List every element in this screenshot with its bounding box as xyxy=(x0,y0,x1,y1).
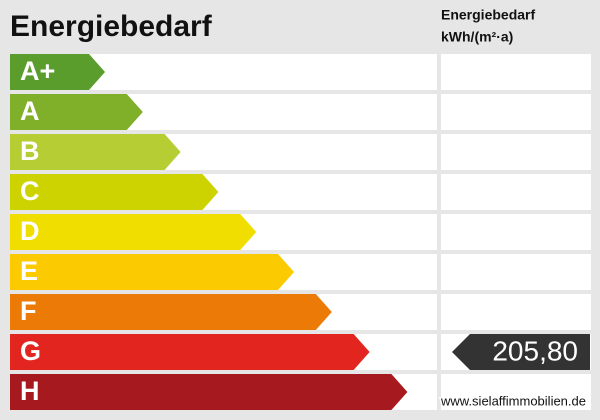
class-arrow xyxy=(10,54,105,90)
class-arrow xyxy=(10,294,332,330)
class-label: A+ xyxy=(20,56,55,86)
class-arrow xyxy=(10,134,181,170)
class-label: A xyxy=(20,96,40,126)
value-text: 205,80 xyxy=(492,335,578,366)
class-label: E xyxy=(20,256,38,286)
class-label: D xyxy=(20,216,40,246)
title: Energiebedarf xyxy=(10,10,213,43)
value-cell xyxy=(441,54,591,90)
value-pointer xyxy=(452,334,590,370)
class-arrow xyxy=(10,214,257,250)
value-cell xyxy=(441,214,591,250)
class-arrow xyxy=(10,94,143,130)
class-label: G xyxy=(20,336,41,366)
class-label: B xyxy=(20,136,40,166)
class-label: C xyxy=(20,176,40,206)
class-arrow xyxy=(10,374,408,410)
class-arrow xyxy=(10,254,294,290)
column-unit: kWh/(m²·a) xyxy=(441,29,513,45)
value-cell xyxy=(441,174,591,210)
value-cell xyxy=(441,254,591,290)
value-cell xyxy=(441,294,591,330)
value-cell xyxy=(441,94,591,130)
value-cell xyxy=(441,374,591,410)
class-arrow xyxy=(10,174,219,210)
watermark: www.sielaffimmobilien.de xyxy=(440,393,586,408)
class-label: H xyxy=(20,376,40,406)
class-arrow xyxy=(10,334,370,370)
value-cell xyxy=(441,134,591,170)
column-title: Energiebedarf xyxy=(441,7,535,23)
class-label: F xyxy=(20,296,37,326)
